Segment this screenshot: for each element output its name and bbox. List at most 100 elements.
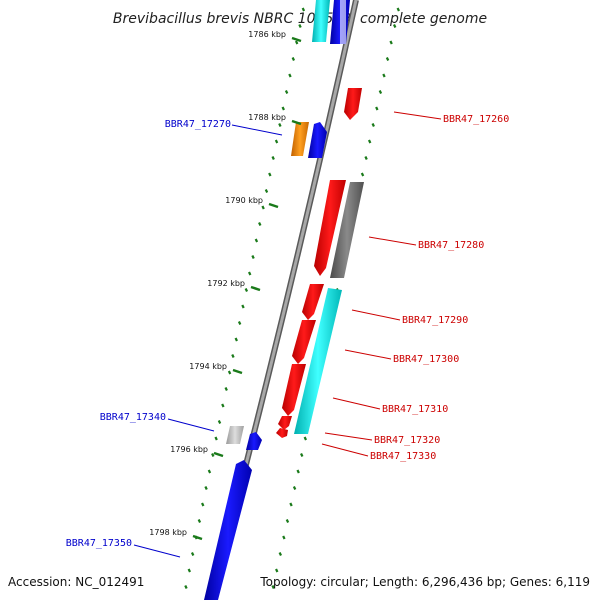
tick-dot [217, 420, 222, 424]
tick-dot [221, 403, 225, 408]
tick-dot [258, 222, 262, 226]
tick-dot [190, 552, 195, 556]
label-leader-line [344, 349, 392, 360]
gene-red-long-1[interactable] [314, 180, 346, 276]
label-leader-line [231, 124, 283, 136]
tick-dot [282, 535, 286, 540]
tick-dot [275, 568, 279, 573]
gene-17280-shape[interactable] [330, 182, 364, 278]
gene-top-cyan[interactable] [312, 0, 330, 42]
tick-dot [378, 90, 383, 94]
gene-label-17280[interactable]: BBR47_17280 [418, 240, 484, 251]
tick-mark [192, 534, 203, 541]
gene-label-17300[interactable]: BBR47_17300 [393, 354, 459, 365]
tick-dot [211, 453, 215, 457]
tick-dot [291, 57, 296, 61]
tick-mark [232, 368, 243, 375]
gene-17340-shape[interactable] [246, 432, 262, 450]
tick-dot [274, 139, 279, 144]
tick-dot [303, 436, 308, 441]
tick-dot [241, 304, 245, 309]
label-leader-line [332, 397, 381, 410]
tick-dot [367, 139, 372, 144]
tick-dot [234, 337, 238, 342]
tick-dot [271, 156, 275, 160]
tick-mark [291, 119, 302, 126]
tick-dot [292, 486, 297, 490]
label-leader-line [368, 236, 417, 246]
gene-label-17340[interactable]: BBR47_17340 [100, 412, 166, 423]
genome-summary-text: Topology: circular; Length: 6,296,436 bp… [259, 575, 590, 589]
tick-dot [197, 519, 202, 523]
gene-label-17320[interactable]: BBR47_17320 [374, 435, 440, 446]
gene-17320-shape[interactable] [278, 416, 292, 430]
tick-dot [187, 568, 192, 573]
gene-17270-shape[interactable] [308, 122, 327, 158]
gene-label-17290[interactable]: BBR47_17290 [402, 315, 468, 326]
label-leader-line [393, 111, 442, 120]
gene-17290-shape[interactable] [302, 284, 324, 320]
tick-dot [184, 585, 188, 589]
tick-dot [389, 40, 393, 45]
tick-dot [231, 354, 235, 358]
tick-dot [371, 123, 375, 127]
tick-dot [224, 387, 228, 391]
gene-label-17330[interactable]: BBR47_17330 [370, 451, 436, 462]
tick-label: 1790 kbp [225, 196, 263, 205]
gene-17350-shape[interactable] [204, 460, 252, 600]
tick-mark [291, 36, 302, 43]
gene-17260-shape[interactable] [344, 88, 362, 120]
tick-dot [392, 24, 397, 28]
coordinate-ticks: 1786 kbp 1788 kbp 1790 kbp 1792 kbp 1794 kbp… [149, 30, 302, 541]
tick-dot [385, 57, 390, 61]
gene-label-17260[interactable]: BBR47_17260 [443, 114, 509, 125]
tick-dot [296, 469, 300, 474]
tick-dot [207, 469, 212, 474]
tick-dot [294, 40, 299, 45]
tick-dot [375, 106, 379, 111]
tick-dot [360, 172, 365, 177]
tick-dot [396, 7, 400, 12]
tick-mark [213, 451, 224, 458]
label-leader-line [351, 309, 401, 321]
tick-label: 1796 kbp [170, 445, 208, 454]
gene-top-white-gap [340, 0, 346, 44]
tick-dot [201, 502, 205, 507]
tick-label: 1794 kbp [189, 362, 227, 371]
gene-labels: BBR47_17260 BBR47_17270 BBR47_17280 BBR47_1… [66, 111, 509, 558]
tick-dot [244, 288, 249, 292]
tick-dot [247, 271, 252, 276]
tick-mark [268, 202, 279, 209]
tick-dot [298, 24, 302, 28]
tick-dot [301, 7, 306, 12]
tick-label: 1788 kbp [248, 113, 286, 122]
tick-dot [251, 255, 255, 259]
gene-17330-shape[interactable] [276, 428, 288, 438]
gene-17300-shape[interactable] [292, 320, 316, 364]
tick-label: 1786 kbp [248, 30, 286, 39]
gene-label-17310[interactable]: BBR47_17310 [382, 404, 448, 415]
tick-label: 1792 kbp [207, 279, 245, 288]
tick-label: 1798 kbp [149, 528, 187, 537]
tick-dot [227, 370, 232, 375]
tick-dot [289, 502, 293, 507]
tick-dot [284, 90, 289, 94]
label-leader-line [324, 432, 373, 441]
tick-dot [278, 552, 282, 556]
label-leader-line [321, 443, 369, 457]
gene-17310-shape[interactable] [282, 364, 306, 416]
gene-label-17350[interactable]: BBR47_17350 [66, 538, 132, 549]
tick-dot [214, 436, 218, 441]
tick-dot [254, 238, 259, 243]
tick-dot [288, 73, 292, 78]
gene-label-17270[interactable]: BBR47_17270 [165, 119, 231, 130]
map-title: Brevibacillus brevis NBRC 100599, comple… [113, 11, 487, 27]
tick-dot [300, 453, 304, 457]
tick-mark [250, 285, 261, 292]
gene-gray-small[interactable] [226, 426, 244, 444]
tick-dot [278, 123, 282, 127]
tick-dot [264, 189, 269, 193]
gene-orange-shape[interactable] [291, 122, 309, 156]
gene-cyan-long[interactable] [294, 288, 342, 434]
